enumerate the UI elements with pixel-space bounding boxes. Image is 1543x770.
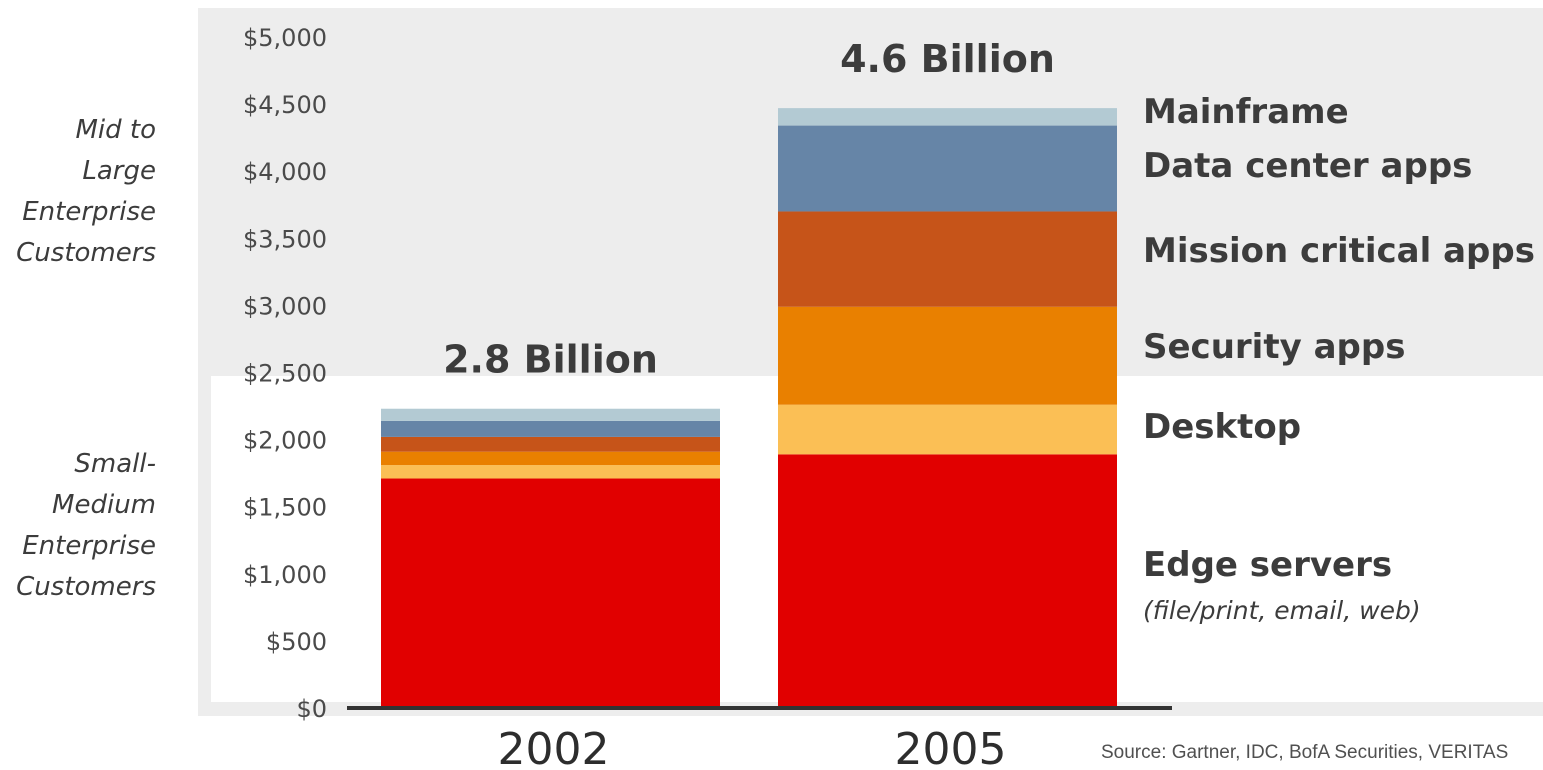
bars-layer	[381, 108, 1117, 708]
y-tick-label: $2,500	[243, 360, 327, 388]
y-tick-label: $1,500	[243, 494, 327, 522]
series-label-mainframe: Mainframe	[1143, 92, 1349, 132]
y-tick-label: $4,000	[243, 158, 327, 186]
x-category-label: 2002	[498, 724, 610, 770]
group-label-lower-line: Small-	[74, 449, 156, 479]
bar-segment-security-apps	[778, 306, 1117, 405]
group-label-lower: Small- Medium Enterprise Customers	[16, 444, 156, 608]
group-label-lower-line: Medium	[52, 490, 156, 520]
source-note: Source: Gartner, IDC, BofA Securities, V…	[1101, 742, 1509, 763]
group-label-lower-line: Customers	[16, 572, 156, 602]
bar-segment-edge-servers	[381, 478, 720, 708]
y-tick-label: $3,500	[243, 225, 327, 253]
bar-segment-mainframe	[381, 408, 720, 421]
bar-segment-security-apps	[381, 451, 720, 466]
bar-segment-data-center-apps	[778, 125, 1117, 212]
series-label-mission-critical-apps: Mission critical apps	[1143, 231, 1535, 271]
series-sublabel-edge-servers: (file/print, email, web)	[1143, 596, 1421, 625]
bar-segment-mission-critical-apps	[778, 211, 1117, 307]
series-label-desktop: Desktop	[1143, 407, 1302, 447]
series-label-data-center-apps: Data center apps	[1143, 146, 1473, 186]
y-tick-label: $3,000	[243, 292, 327, 320]
bar-segment-mission-critical-apps	[381, 436, 720, 452]
bar-segment-edge-servers	[778, 454, 1117, 708]
group-label-upper: Mid to Large Enterprise Customers	[16, 110, 156, 274]
series-label-edge-servers: Edge servers	[1143, 545, 1393, 585]
bar-total-label: 2.8 Billion	[443, 338, 658, 382]
group-label-upper-line: Enterprise	[22, 197, 156, 227]
y-tick-label: $1,000	[243, 561, 327, 589]
y-tick-label: $4,500	[243, 91, 327, 119]
bar-segment-data-center-apps	[381, 420, 720, 437]
group-label-upper-line: Mid to	[75, 115, 156, 145]
y-tick-label: $0	[296, 695, 327, 723]
group-label-lower-line: Enterprise	[22, 531, 156, 561]
y-tick-label: $5,000	[243, 24, 327, 52]
bar-segment-mainframe	[778, 108, 1117, 126]
y-tick-label: $2,000	[243, 427, 327, 455]
y-tick-label: $500	[266, 628, 327, 656]
text-layer: $0 $500 $1,000 $1,500 $2,000 $2,500 $3,000 $3,5…	[243, 24, 1055, 770]
x-category-label: 2005	[895, 724, 1007, 770]
bar-segment-desktop	[381, 465, 720, 479]
group-label-upper-line: Large	[82, 156, 156, 186]
group-label-upper-line: Customers	[16, 238, 156, 268]
bar-segment-desktop	[778, 404, 1117, 455]
series-label-security-apps: Security apps	[1143, 327, 1406, 367]
bar-total-label: 4.6 Billion	[840, 37, 1055, 81]
